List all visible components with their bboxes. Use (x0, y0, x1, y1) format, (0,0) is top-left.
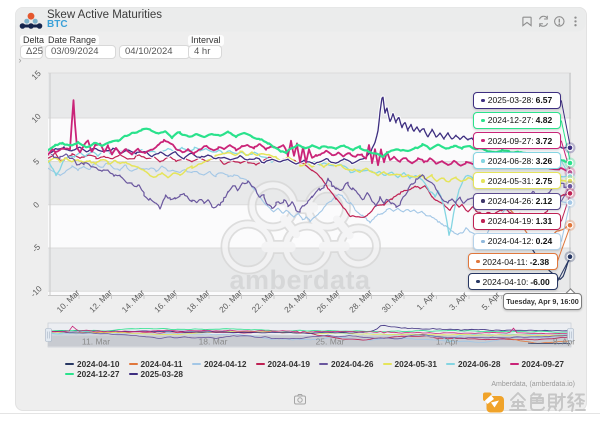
svg-text:0: 0 (31, 199, 42, 210)
svg-text:18. Mar: 18. Mar (199, 337, 228, 347)
svg-text:5: 5 (31, 156, 42, 167)
svg-text:amberdata: amberdata (229, 265, 371, 295)
svg-text:10: 10 (29, 111, 43, 125)
svg-text:1. Apr: 1. Apr (436, 337, 458, 347)
svg-text:-10: -10 (28, 283, 44, 299)
svg-text:8. Apr: 8. Apr (553, 337, 575, 347)
svg-text:15: 15 (29, 68, 43, 82)
svg-text:11. Mar: 11. Mar (82, 337, 110, 347)
svg-text:25. Mar: 25. Mar (316, 337, 345, 347)
svg-text:-5: -5 (30, 242, 43, 255)
